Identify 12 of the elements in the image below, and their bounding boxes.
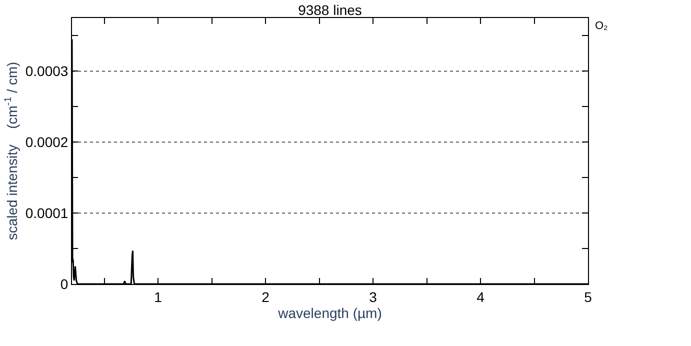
y-tick-label: 0 xyxy=(60,276,68,292)
y-tick-label: 0.0002 xyxy=(25,134,68,150)
x-tick-label: 5 xyxy=(584,288,592,305)
chart-title: 9388 lines xyxy=(298,2,362,18)
x-tick-label: 4 xyxy=(476,288,485,305)
y-tick-label: 0.0001 xyxy=(25,204,68,221)
x-tick-label: 2 xyxy=(262,288,270,305)
y-tick-label: 0.0003 xyxy=(25,63,68,80)
x-tick-label: 3 xyxy=(369,288,378,305)
x-axis-title: wavelength (µm) xyxy=(277,304,382,321)
x-tick-label: 1 xyxy=(154,288,162,305)
text: O₂ xyxy=(595,20,608,32)
